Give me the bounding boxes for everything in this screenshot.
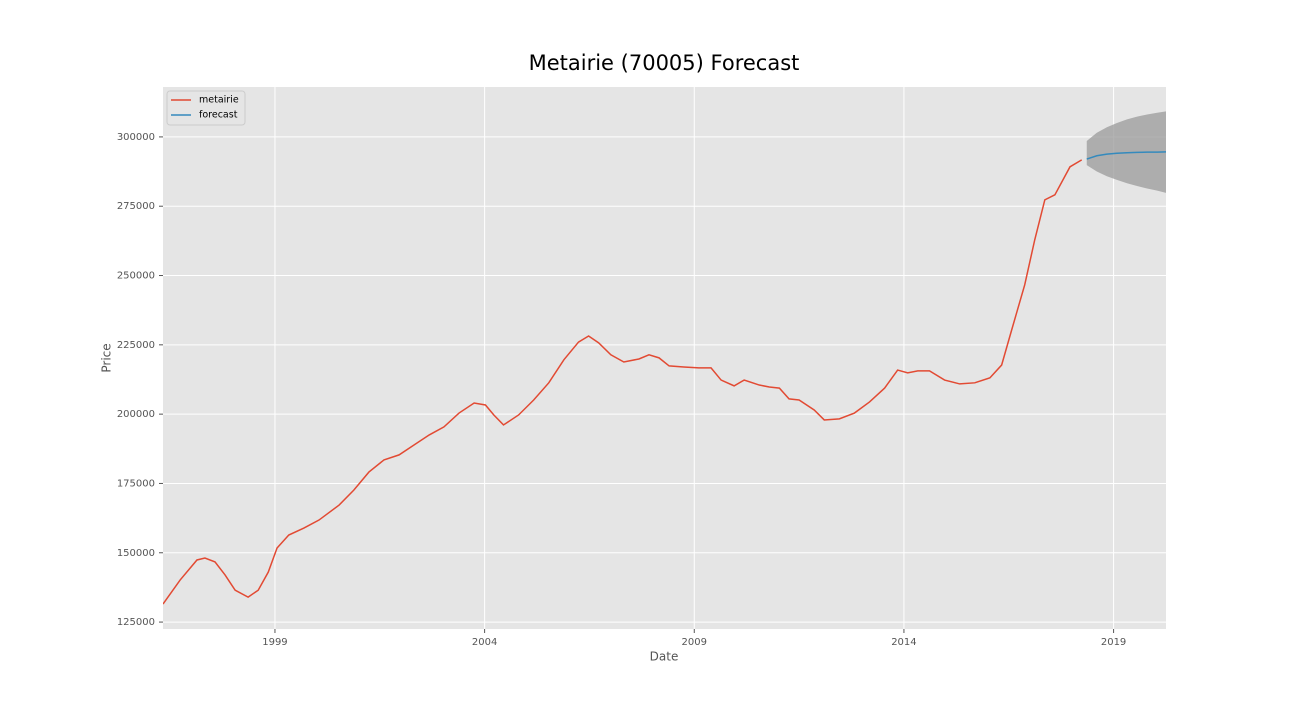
x-tick-label: 1999 <box>262 637 287 648</box>
x-axis-label: Date <box>650 650 679 664</box>
y-tick-label: 300000 <box>117 132 155 143</box>
y-tick-label: 200000 <box>117 409 155 420</box>
y-tick-label: 125000 <box>117 617 155 628</box>
x-tick-label: 2004 <box>472 637 497 648</box>
y-tick-label: 150000 <box>117 548 155 559</box>
legend: metairie forecast <box>166 90 246 126</box>
legend-label: forecast <box>199 110 238 121</box>
plot-area <box>163 87 1166 629</box>
x-tick-label: 2009 <box>682 637 707 648</box>
marks <box>163 111 1166 605</box>
y-axis-label: Price <box>100 343 114 372</box>
chart-title: Metairie (70005) Forecast <box>529 51 800 75</box>
legend-label: metairie <box>199 95 239 106</box>
series-line <box>163 159 1083 605</box>
x-tick-label: 2014 <box>891 637 916 648</box>
y-tick-label: 175000 <box>117 478 155 489</box>
y-tick-label: 250000 <box>117 271 155 282</box>
axes: 125000 150000 175000 200000 225000 250000 2750… <box>117 132 1126 648</box>
series-line <box>1086 151 1166 160</box>
x-tick-label: 2019 <box>1101 637 1126 648</box>
y-tick-label: 275000 <box>117 201 155 212</box>
grid <box>163 87 1166 629</box>
y-tick-label: 225000 <box>117 340 155 351</box>
